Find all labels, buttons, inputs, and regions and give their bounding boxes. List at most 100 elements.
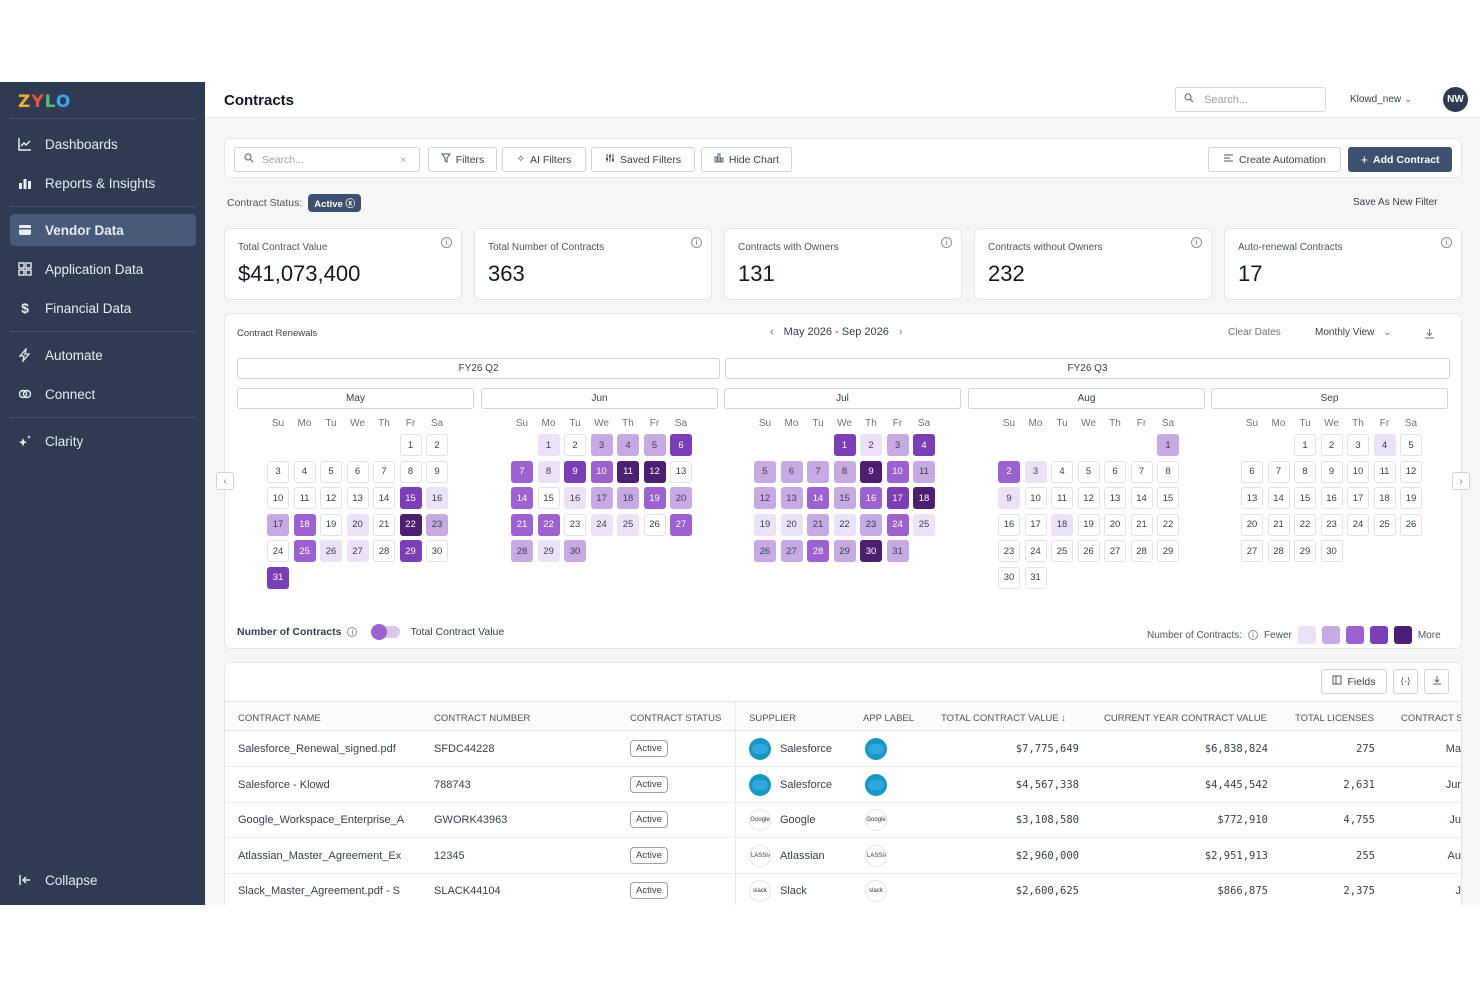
table-row[interactable]: Google_Workspace_Enterprise_A GWORK43963 A… xyxy=(225,803,1461,838)
calendar-day[interactable]: 4 xyxy=(617,434,639,456)
calendar-day[interactable]: 5 xyxy=(754,460,776,483)
calendar-day[interactable]: 24 xyxy=(267,540,289,562)
calendar-day[interactable]: 19 xyxy=(1400,487,1422,509)
calendar-day[interactable]: 22 xyxy=(833,513,856,536)
calendar-day[interactable]: 3 xyxy=(590,434,613,456)
column-header[interactable]: CONTRACT S xyxy=(1401,713,1462,724)
calendar-day[interactable]: 30 xyxy=(998,566,1020,589)
calendar-day[interactable]: 2 xyxy=(1320,434,1343,456)
calendar-day[interactable]: 13 xyxy=(670,460,692,483)
calendar-day[interactable]: 1 xyxy=(1157,434,1179,456)
ai-filters-button[interactable]: ✧ AI Filters xyxy=(502,147,586,172)
calendar-day[interactable]: 30 xyxy=(860,540,882,562)
calendar-day[interactable]: 31 xyxy=(886,540,909,562)
calendar-day[interactable]: 20 xyxy=(346,513,369,536)
calendar-day[interactable]: 10 xyxy=(886,460,909,483)
calendar-day[interactable]: 8 xyxy=(1294,460,1316,483)
calendar-day[interactable]: 27 xyxy=(1104,540,1126,562)
calendar-day[interactable]: 14 xyxy=(1130,487,1153,509)
sidebar-item-financial-data[interactable]: $ Financial Data xyxy=(10,292,196,324)
collapse-button[interactable]: Collapse xyxy=(10,864,196,896)
info-icon[interactable]: i xyxy=(347,627,358,637)
calendar-day[interactable]: 28 xyxy=(1267,540,1290,562)
saved-filters-button[interactable]: Saved Filters xyxy=(591,147,695,172)
calendar-day[interactable]: 17 xyxy=(267,513,289,536)
calendar-day[interactable]: 10 xyxy=(267,487,289,509)
column-header[interactable]: CONTRACT NAME xyxy=(238,713,321,724)
calendar-day[interactable]: 14 xyxy=(511,487,533,509)
export-button[interactable] xyxy=(1424,669,1449,694)
sidebar-item-connect[interactable]: Connect xyxy=(10,378,196,410)
sidebar-item-application-data[interactable]: Application Data xyxy=(10,253,196,285)
calendar-day[interactable]: 10 xyxy=(590,460,613,483)
calendar-day[interactable]: 27 xyxy=(780,540,803,562)
calendar-day[interactable]: 3 xyxy=(267,460,289,483)
calendar-day[interactable]: 27 xyxy=(1241,540,1263,562)
calendar-day[interactable]: 7 xyxy=(1267,460,1290,483)
calendar-day[interactable]: 12 xyxy=(320,487,342,509)
calendar-day[interactable]: 8 xyxy=(1157,460,1179,483)
calendar-day[interactable]: 3 xyxy=(1024,460,1047,483)
column-header[interactable]: APP LABEL xyxy=(863,713,915,724)
calendar-day[interactable]: 21 xyxy=(807,513,829,536)
calendar-day[interactable]: 9 xyxy=(998,487,1020,509)
calendar-day[interactable]: 7 xyxy=(373,460,395,483)
calendar-day[interactable]: 29 xyxy=(1157,540,1179,562)
calendar-day[interactable]: 9 xyxy=(426,460,448,483)
calendar-day[interactable]: 1 xyxy=(537,434,560,456)
calendar-day[interactable]: 12 xyxy=(643,460,666,483)
calendar-day[interactable]: 16 xyxy=(860,487,882,509)
calendar-day[interactable]: 14 xyxy=(807,487,829,509)
calendar-day[interactable]: 30 xyxy=(1320,540,1343,562)
clear-icon[interactable]: × xyxy=(400,153,407,166)
info-icon[interactable]: i xyxy=(1191,237,1202,248)
zylo-logo[interactable]: ZYLO xyxy=(18,92,72,112)
sidebar-item-automate[interactable]: Automate xyxy=(10,339,196,371)
calendar-day[interactable]: 5 xyxy=(1400,434,1422,456)
calendar-day[interactable]: 8 xyxy=(537,460,560,483)
calendar-day[interactable]: 13 xyxy=(780,487,803,509)
column-header[interactable]: TOTAL LICENSES xyxy=(1295,713,1375,724)
calendar-day[interactable]: 28 xyxy=(807,540,829,562)
calendar-day[interactable]: 26 xyxy=(754,540,776,562)
calendar-day[interactable]: 31 xyxy=(1024,566,1047,589)
calendar-day[interactable]: 29 xyxy=(399,540,422,562)
calendar-day[interactable]: 30 xyxy=(564,540,586,562)
calendar-day[interactable]: 22 xyxy=(399,513,422,536)
calendar-day[interactable]: 12 xyxy=(1077,487,1100,509)
calendar-day[interactable]: 11 xyxy=(1051,487,1073,509)
calendar-day[interactable]: 15 xyxy=(537,487,560,509)
calendar-day[interactable]: 25 xyxy=(293,540,316,562)
contract-name[interactable]: Atlassian_Master_Agreement_Ex xyxy=(238,849,402,862)
calendar-day[interactable]: 20 xyxy=(1241,513,1263,536)
table-row[interactable]: Atlassian_Master_Agreement_Ex 12345 Active… xyxy=(225,838,1461,874)
calendar-day[interactable]: 3 xyxy=(886,434,909,456)
calendar-day[interactable]: 13 xyxy=(346,487,369,509)
calendar-day[interactable]: 15 xyxy=(399,487,422,509)
calendar-day[interactable]: 11 xyxy=(1373,460,1396,483)
contract-name[interactable]: Google_Workspace_Enterprise_A xyxy=(238,814,405,826)
calendar-day[interactable]: 25 xyxy=(617,513,639,536)
calendar-day[interactable]: 19 xyxy=(754,513,776,536)
sidebar-item-vendor-data[interactable]: Vendor Data xyxy=(10,214,196,246)
metric-toggle-switch[interactable] xyxy=(371,624,401,640)
calendar-day[interactable]: 3 xyxy=(1347,434,1369,456)
calendar-day[interactable]: 7 xyxy=(511,460,533,483)
info-icon[interactable]: i xyxy=(441,237,452,248)
calendar-day[interactable]: 2 xyxy=(860,434,882,456)
calendar-day[interactable]: 17 xyxy=(590,487,613,509)
calendar-day[interactable]: 24 xyxy=(1024,540,1047,562)
calendar-day[interactable]: 13 xyxy=(1241,487,1263,509)
calendar-day[interactable]: 21 xyxy=(1267,513,1290,536)
calendar-day[interactable]: 24 xyxy=(886,513,909,536)
fields-button[interactable]: Fields xyxy=(1321,669,1387,694)
calendar-day[interactable]: 15 xyxy=(1157,487,1179,509)
calendar-day[interactable]: 2 xyxy=(564,434,586,456)
calendar-day[interactable]: 18 xyxy=(617,487,639,509)
clear-dates-button[interactable]: Clear Dates xyxy=(1228,327,1281,338)
calendar-day[interactable]: 17 xyxy=(1347,487,1369,509)
calendar-day[interactable]: 17 xyxy=(886,487,909,509)
calendar-day[interactable]: 26 xyxy=(320,540,342,562)
calendar-day[interactable]: 14 xyxy=(1267,487,1290,509)
calendar-day[interactable]: 29 xyxy=(833,540,856,562)
